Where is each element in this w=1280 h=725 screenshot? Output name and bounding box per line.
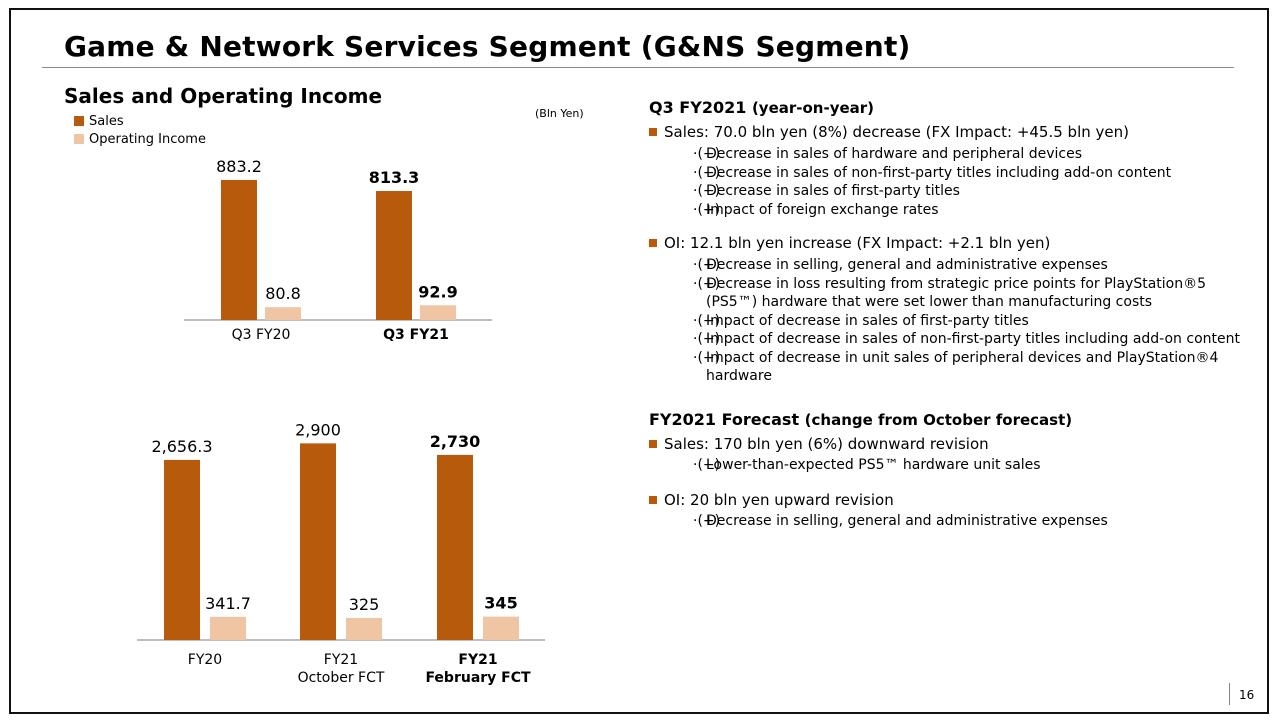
bar-sales bbox=[300, 443, 336, 640]
fy-subtitle: (change from October forecast) bbox=[804, 410, 1073, 429]
bullet-square-icon bbox=[649, 496, 657, 504]
commentary-panel: Q3 FY2021 (year-on-year) Sales: 70.0 bln… bbox=[649, 98, 1259, 531]
fy-oi-bullet: OI: 20 bln yen upward revision bbox=[649, 491, 1259, 509]
legend-label-operating-income: Operating Income bbox=[89, 131, 206, 147]
fy-oi-list: ·(+) Decrease in selling, general and adm… bbox=[649, 512, 1259, 531]
list-item: ·(−) Decrease in sales of first-party tit… bbox=[649, 182, 1259, 201]
fy-sales-list: ·(−) Lower-than-expected PS5™ hardware un… bbox=[649, 456, 1259, 475]
legend-item-sales: Sales bbox=[74, 112, 206, 130]
category-label: October FCT bbox=[298, 670, 385, 686]
list-item-text: Impact of decrease in sales of non-first… bbox=[706, 331, 1240, 347]
data-label: 813.3 bbox=[369, 168, 420, 187]
data-label: 2,656.3 bbox=[151, 437, 212, 456]
list-item: ·(−) Lower-than-expected PS5™ hardware un… bbox=[649, 456, 1259, 475]
data-label: 2,900 bbox=[295, 420, 341, 439]
fy-oi-headline: OI: 20 bln yen upward revision bbox=[664, 491, 894, 509]
bar-operating-income bbox=[483, 616, 519, 640]
list-item-text: Decrease in sales of hardware and periph… bbox=[706, 146, 1083, 162]
bullet-square-icon bbox=[649, 439, 657, 448]
list-item-marker: ·(−) bbox=[693, 349, 721, 366]
list-item-marker: ·(−) bbox=[693, 456, 721, 473]
data-label: 883.2 bbox=[216, 157, 262, 176]
bar-operating-income bbox=[420, 305, 456, 320]
list-item-marker: ·(+) bbox=[693, 275, 721, 292]
category-label: February FCT bbox=[425, 670, 531, 686]
category-label: Q3 FY20 bbox=[232, 327, 291, 343]
list-item-text: Impact of foreign exchange rates bbox=[706, 201, 939, 218]
category-label: FY20 bbox=[188, 652, 222, 668]
list-item-text: Decrease in sales of non-first-party tit… bbox=[706, 164, 1172, 181]
bar-operating-income bbox=[346, 617, 382, 640]
fy-title: FY2021 Forecast bbox=[649, 409, 800, 429]
data-label: 341.7 bbox=[205, 594, 251, 613]
list-item-marker: ·(−) bbox=[693, 331, 721, 347]
q3-oi-headline: OI: 12.1 bln yen increase (FX Impact: +2… bbox=[664, 234, 1051, 252]
list-item: ·(−) Decrease in sales of hardware and pe… bbox=[649, 145, 1259, 164]
charts-canvas: 883.2 80.8 Q3 FY20 813.3 92.9 Q3 FY21 2,656.3 3… bbox=[137, 157, 545, 686]
list-item-text: Impact of decrease in sales of first-par… bbox=[706, 312, 1029, 329]
category-label: Q3 FY21 bbox=[383, 327, 449, 343]
data-label: 92.9 bbox=[418, 282, 457, 301]
legend-swatch-operating-income bbox=[74, 134, 84, 144]
q3-title: Q3 FY2021 bbox=[649, 98, 747, 117]
list-item-text: Decrease in selling, general and adminis… bbox=[706, 257, 1108, 273]
list-item-text: Decrease in loss resulting from strategi… bbox=[706, 275, 1206, 311]
list-item-marker: ·(−) bbox=[693, 164, 721, 181]
q3-sales-headline: Sales: 70.0 bln yen (8%) decrease (FX Im… bbox=[664, 123, 1129, 141]
list-item-text: Impact of decrease in unit sales of peri… bbox=[706, 349, 1219, 385]
bar-sales bbox=[437, 454, 473, 640]
legend-item-operating-income: Operating Income bbox=[74, 130, 206, 148]
fy-sales-headline: Sales: 170 bln yen (6%) downward revisio… bbox=[664, 434, 989, 453]
list-item-text: Lower-than-expected PS5™ hardware unit s… bbox=[706, 456, 1041, 473]
legend-label-sales: Sales bbox=[89, 113, 124, 129]
data-label: 2,730 bbox=[430, 432, 481, 451]
q3-section-title: Q3 FY2021 (year-on-year) bbox=[649, 98, 1259, 117]
list-item-text: Decrease in sales of first-party titles bbox=[706, 183, 960, 199]
legend-swatch-sales bbox=[74, 116, 84, 126]
bar-sales bbox=[376, 191, 412, 320]
chart-title: Sales and Operating Income bbox=[64, 84, 383, 108]
chart-legend: Sales Operating Income bbox=[74, 112, 206, 148]
list-item: ·(−) Impact of decrease in sales of first… bbox=[649, 312, 1259, 331]
title-divider bbox=[42, 67, 1234, 68]
q3-sales-list: ·(−) Decrease in sales of hardware and pe… bbox=[649, 145, 1259, 219]
data-label: 345 bbox=[484, 594, 517, 613]
bar-operating-income bbox=[210, 616, 246, 640]
q3-sales-bullet: Sales: 70.0 bln yen (8%) decrease (FX Im… bbox=[649, 123, 1259, 141]
bar-operating-income bbox=[265, 307, 301, 320]
bullet-square-icon bbox=[649, 128, 657, 136]
bar-sales bbox=[221, 179, 257, 320]
category-label: FY21 bbox=[324, 652, 358, 668]
list-item: ·(+) Decrease in loss resulting from stra… bbox=[649, 275, 1259, 312]
list-item-marker: ·(+) bbox=[693, 513, 721, 529]
slide-frame bbox=[9, 8, 1269, 714]
list-item: ·(−) Decrease in sales of non-first-party… bbox=[649, 164, 1259, 183]
data-label: 325 bbox=[349, 595, 380, 614]
page-number-divider bbox=[1229, 683, 1230, 705]
category-label: FY21 bbox=[458, 652, 497, 668]
q3-subtitle: (year-on-year) bbox=[751, 99, 875, 117]
q3-oi-bullet: OI: 12.1 bln yen increase (FX Impact: +2… bbox=[649, 234, 1259, 252]
list-item: ·(+) Impact of foreign exchange rates bbox=[649, 201, 1259, 220]
list-item: ·(+) Decrease in selling, general and adm… bbox=[649, 512, 1259, 531]
fy-sales-bullet: Sales: 170 bln yen (6%) downward revisio… bbox=[649, 435, 1259, 453]
list-item-marker: ·(−) bbox=[693, 312, 721, 329]
list-item: ·(−) Impact of decrease in sales of non-f… bbox=[649, 330, 1259, 349]
q3-oi-list: ·(+) Decrease in selling, general and adm… bbox=[649, 256, 1259, 386]
list-item-marker: ·(−) bbox=[693, 146, 721, 162]
slide-title: Game & Network Services Segment (G&NS Se… bbox=[64, 30, 911, 63]
list-item-marker: ·(−) bbox=[693, 183, 721, 199]
bullet-square-icon bbox=[649, 239, 657, 247]
page-number: 16 bbox=[1239, 688, 1255, 702]
fy-section-title: FY2021 Forecast (change from October for… bbox=[649, 410, 1259, 429]
list-item-marker: ·(+) bbox=[693, 201, 721, 218]
list-item-text: Decrease in selling, general and adminis… bbox=[706, 513, 1108, 529]
unit-note: (Bln Yen) bbox=[535, 107, 584, 120]
list-item: ·(−) Impact of decrease in unit sales of … bbox=[649, 349, 1259, 386]
bar-sales bbox=[164, 459, 200, 640]
data-label: 80.8 bbox=[265, 284, 301, 303]
list-item-marker: ·(+) bbox=[693, 257, 721, 273]
list-item: ·(+) Decrease in selling, general and adm… bbox=[649, 256, 1259, 275]
